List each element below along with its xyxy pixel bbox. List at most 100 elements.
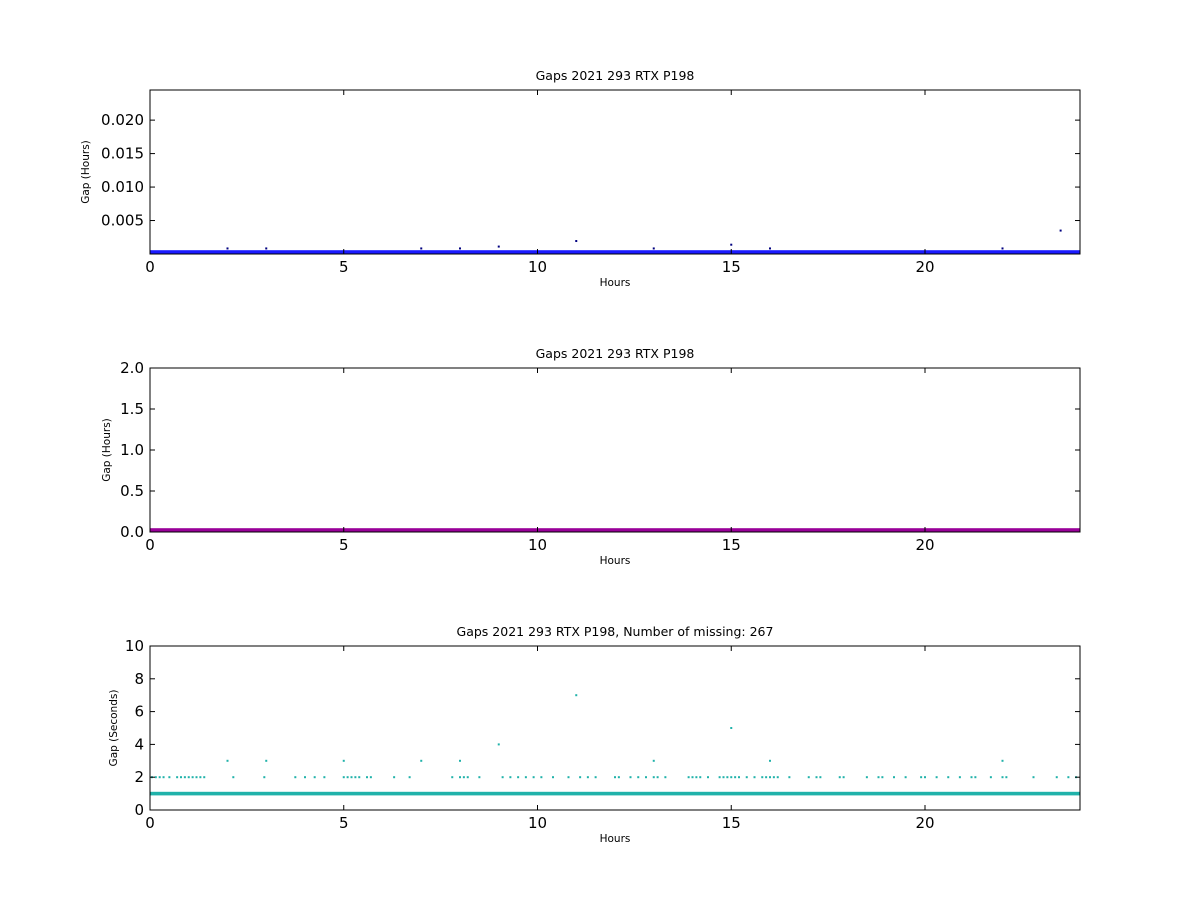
x-tick-label: 10 xyxy=(528,258,547,276)
x-tick-label: 20 xyxy=(915,536,934,554)
data-point xyxy=(158,776,161,779)
data-point xyxy=(226,759,229,762)
data-point xyxy=(1001,247,1004,250)
data-point xyxy=(765,776,768,779)
y-tick-label: 0.5 xyxy=(120,482,144,500)
data-point xyxy=(501,776,504,779)
data-point xyxy=(776,776,779,779)
baseline-band xyxy=(150,250,1080,254)
data-point xyxy=(420,759,423,762)
data-point xyxy=(881,776,884,779)
x-tick-label: 5 xyxy=(339,536,349,554)
data-point xyxy=(865,776,868,779)
data-point xyxy=(203,776,206,779)
data-point xyxy=(807,776,810,779)
y-tick-label: 0.015 xyxy=(101,145,144,163)
data-point xyxy=(614,776,616,779)
data-point xyxy=(800,529,802,532)
data-point xyxy=(199,776,202,779)
data-point xyxy=(935,776,938,779)
data-point xyxy=(738,776,740,779)
data-point xyxy=(1032,776,1035,779)
data-point xyxy=(893,776,895,779)
data-point xyxy=(263,776,266,779)
data-point xyxy=(819,776,822,779)
data-point xyxy=(524,776,527,779)
x-tick-label: 0 xyxy=(145,814,155,832)
y-axis-label: Gap (Seconds) xyxy=(108,690,120,767)
y-tick-label: 0 xyxy=(134,801,144,819)
data-point xyxy=(772,776,775,779)
data-point xyxy=(586,776,589,779)
data-point xyxy=(459,759,461,762)
data-point xyxy=(342,776,345,779)
data-point xyxy=(369,776,372,779)
data-point xyxy=(497,245,500,248)
chart-panel-top: Gaps 2021 293 RTX P198 Hours Gap (Hours)… xyxy=(80,68,1081,289)
data-point xyxy=(687,776,690,779)
data-point xyxy=(552,776,554,779)
data-point xyxy=(753,776,756,779)
data-point xyxy=(191,776,194,779)
y-axis-label: Gap (Hours) xyxy=(101,418,113,482)
x-tick-label: 10 xyxy=(528,814,547,832)
data-point xyxy=(924,776,926,779)
data-point xyxy=(699,776,702,779)
plot-frame xyxy=(149,645,1081,811)
data-point xyxy=(162,776,165,779)
data-point xyxy=(176,776,179,779)
baseline-band xyxy=(150,528,1080,532)
data-point xyxy=(346,776,349,779)
y-tick-label: 0.010 xyxy=(101,178,144,196)
data-point xyxy=(366,776,368,779)
data-point xyxy=(877,776,880,779)
data-point xyxy=(730,776,733,779)
data-point xyxy=(532,776,535,779)
data-point xyxy=(947,776,950,779)
plot-marks xyxy=(150,528,1080,532)
data-point xyxy=(617,776,620,779)
data-point xyxy=(540,776,543,779)
x-tick-label: 0 xyxy=(145,536,155,554)
x-tick-label: 5 xyxy=(339,814,349,832)
data-point xyxy=(408,776,411,779)
data-point xyxy=(769,247,771,250)
data-point xyxy=(265,247,268,250)
data-point xyxy=(730,243,733,246)
data-point xyxy=(970,776,973,779)
data-point xyxy=(451,776,454,779)
data-point xyxy=(637,776,640,779)
y-tick-label: 4 xyxy=(134,735,144,753)
x-tick-label: 5 xyxy=(339,258,349,276)
chart-title: Gaps 2021 293 RTX P198 xyxy=(536,346,695,361)
data-point xyxy=(1001,776,1004,779)
data-point xyxy=(323,776,326,779)
data-point xyxy=(722,776,725,779)
x-tick-label: 15 xyxy=(722,536,741,554)
data-point xyxy=(183,776,186,779)
x-tick-label: 0 xyxy=(145,258,155,276)
data-point xyxy=(195,776,198,779)
chart-panel-middle: Gaps 2021 293 RTX P198 Hours Gap (Hours)… xyxy=(101,346,1081,567)
data-point xyxy=(718,776,721,779)
data-point xyxy=(920,776,923,779)
data-point xyxy=(567,776,570,779)
x-axis-label: Hours xyxy=(600,277,631,289)
data-point xyxy=(187,776,190,779)
data-point xyxy=(478,776,481,779)
data-point xyxy=(691,776,694,779)
x-tick-label: 15 xyxy=(722,258,741,276)
data-point xyxy=(342,759,345,762)
data-point xyxy=(645,776,647,779)
y-tick-label: 1.5 xyxy=(120,400,144,418)
data-point xyxy=(958,776,961,779)
data-point xyxy=(838,776,841,779)
data-point xyxy=(575,694,578,697)
data-point xyxy=(575,240,578,243)
y-tick-label: 10 xyxy=(125,637,144,655)
data-point xyxy=(1005,776,1008,779)
data-point xyxy=(180,776,182,779)
data-point xyxy=(734,776,737,779)
axis-ticks: 0 5 10 15 20 0.0 0.5 1.0 1.5 2.0 xyxy=(120,359,1080,554)
